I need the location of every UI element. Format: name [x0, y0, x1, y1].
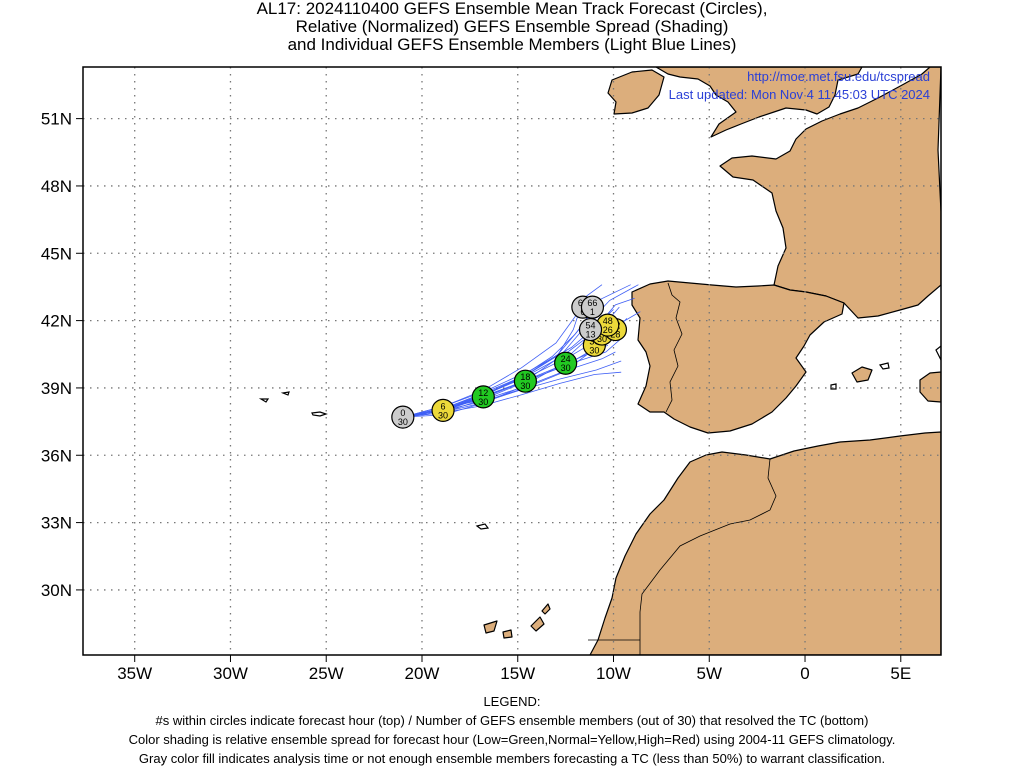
member-count-label: 30 — [398, 417, 408, 427]
island-menorca — [878, 362, 890, 370]
mean-track-circle — [391, 405, 415, 429]
mean-track-circle — [578, 317, 603, 342]
forecast-hour-label: 66 — [587, 298, 597, 308]
lat-tick-label: 51N — [41, 110, 72, 129]
member-count-label: 30 — [478, 397, 488, 407]
member-count-label: 30 — [589, 345, 599, 355]
small-islands — [258, 345, 941, 530]
land-iberia — [631, 280, 845, 434]
title-line-2: Relative (Normalized) GEFS Ensemble Spre… — [295, 17, 729, 36]
land-canary-3 — [530, 616, 545, 632]
axis-ticks: 35W 30W 25W 20W 15W 10W 5W 0 5E 51N 48N 45N 42N 39N 36… — [41, 110, 911, 683]
lon-tick-label: 20W — [405, 664, 440, 683]
lon-tick-label: 15W — [500, 664, 535, 683]
border-spain-portugal — [665, 282, 683, 413]
island-madeira — [475, 523, 490, 530]
forecast-hour-label: 48 — [603, 316, 613, 326]
island-ibiza — [830, 383, 837, 390]
lon-tick-label: 10W — [596, 664, 631, 683]
lat-tick-label: 33N — [41, 514, 72, 533]
track-map: 0306301230183024303030363042284826541360… — [41, 66, 942, 683]
land-canary-1 — [483, 620, 498, 634]
member-count-label: 1 — [590, 307, 595, 317]
land-ireland — [607, 69, 665, 115]
island-corsica — [935, 345, 941, 361]
member-count-label: 30 — [520, 381, 530, 391]
land-sardinia — [919, 371, 941, 403]
forecast-hour-label: 12 — [478, 388, 488, 398]
forecast-hour-label: 6 — [441, 401, 446, 411]
source-url[interactable]: http://moe.met.fsu.edu/tcspread — [747, 69, 930, 84]
lon-tick-label: 5W — [697, 664, 723, 683]
forecast-hour-label: 24 — [561, 354, 571, 364]
land-masses — [483, 67, 941, 655]
title-line-1: AL17: 2024110400 GEFS Ensemble Mean Trac… — [256, 0, 768, 18]
legend: LEGEND: #s within circles indicate forec… — [0, 692, 1024, 768]
border-morocco-algeria — [639, 458, 777, 655]
lat-tick-label: 36N — [41, 446, 72, 465]
mean-track-circle — [554, 351, 578, 375]
mean-track-point: 030 — [391, 405, 415, 429]
lon-tick-label: 0 — [800, 664, 809, 683]
map-frame — [82, 66, 942, 656]
land-north-africa — [589, 431, 941, 655]
legend-heading: LEGEND: — [483, 694, 541, 709]
lat-tick-label: 42N — [41, 312, 72, 331]
member-count-label: 13 — [586, 330, 596, 340]
lon-tick-label: 30W — [213, 664, 248, 683]
forecast-hour-label: 54 — [586, 321, 596, 331]
legend-line-3: Gray color fill indicates analysis time … — [138, 751, 886, 766]
member-count-label: 30 — [561, 363, 571, 373]
lat-tick-label: 48N — [41, 177, 72, 196]
island-azores-3 — [258, 398, 270, 403]
member-count-label: 30 — [438, 410, 448, 420]
mean-track-circle — [471, 385, 495, 409]
mean-track-circle — [431, 398, 455, 422]
land-france — [719, 67, 941, 319]
land-canary-4 — [541, 603, 551, 615]
legend-line-1: #s within circles indicate forecast hour… — [155, 713, 869, 728]
last-updated: Last updated: Mon Nov 4 11:45:03 UTC 202… — [669, 87, 930, 102]
lat-tick-label: 39N — [41, 379, 72, 398]
lon-tick-label: 5E — [890, 664, 911, 683]
border-france-spain — [773, 284, 845, 304]
member-count-label: 26 — [603, 325, 613, 335]
mean-track-circle — [513, 369, 538, 393]
country-borders — [588, 282, 845, 655]
land-great-britain — [655, 67, 863, 138]
chart-title: AL17: 2024110400 GEFS Ensemble Mean Trac… — [0, 0, 1024, 54]
mean-track-point: 661 — [580, 295, 605, 319]
lat-tick-label: 30N — [41, 581, 72, 600]
legend-line-2: Color shading is relative ensemble sprea… — [128, 732, 896, 747]
lon-tick-label: 35W — [117, 664, 152, 683]
lon-tick-label: 25W — [309, 664, 344, 683]
title-line-3: and Individual GEFS Ensemble Members (Li… — [287, 35, 737, 54]
member-count-label: 28 — [610, 330, 620, 340]
member-count-label: 30 — [597, 334, 607, 344]
land-canary-2 — [502, 629, 513, 639]
grid-lines — [83, 67, 941, 655]
island-azores-1 — [311, 411, 328, 417]
forecast-hour-label: 18 — [520, 372, 530, 382]
member-tracks — [402, 284, 641, 418]
lat-tick-label: 45N — [41, 244, 72, 263]
mean-track-circles: 0306301230183024303030363042284826541360… — [391, 295, 628, 429]
land-mallorca — [851, 366, 873, 383]
mean-track-point: 630 — [431, 398, 455, 422]
island-azores-2 — [280, 391, 290, 396]
mean-track-circle — [580, 295, 605, 319]
forecast-hour-label: 0 — [400, 408, 405, 418]
